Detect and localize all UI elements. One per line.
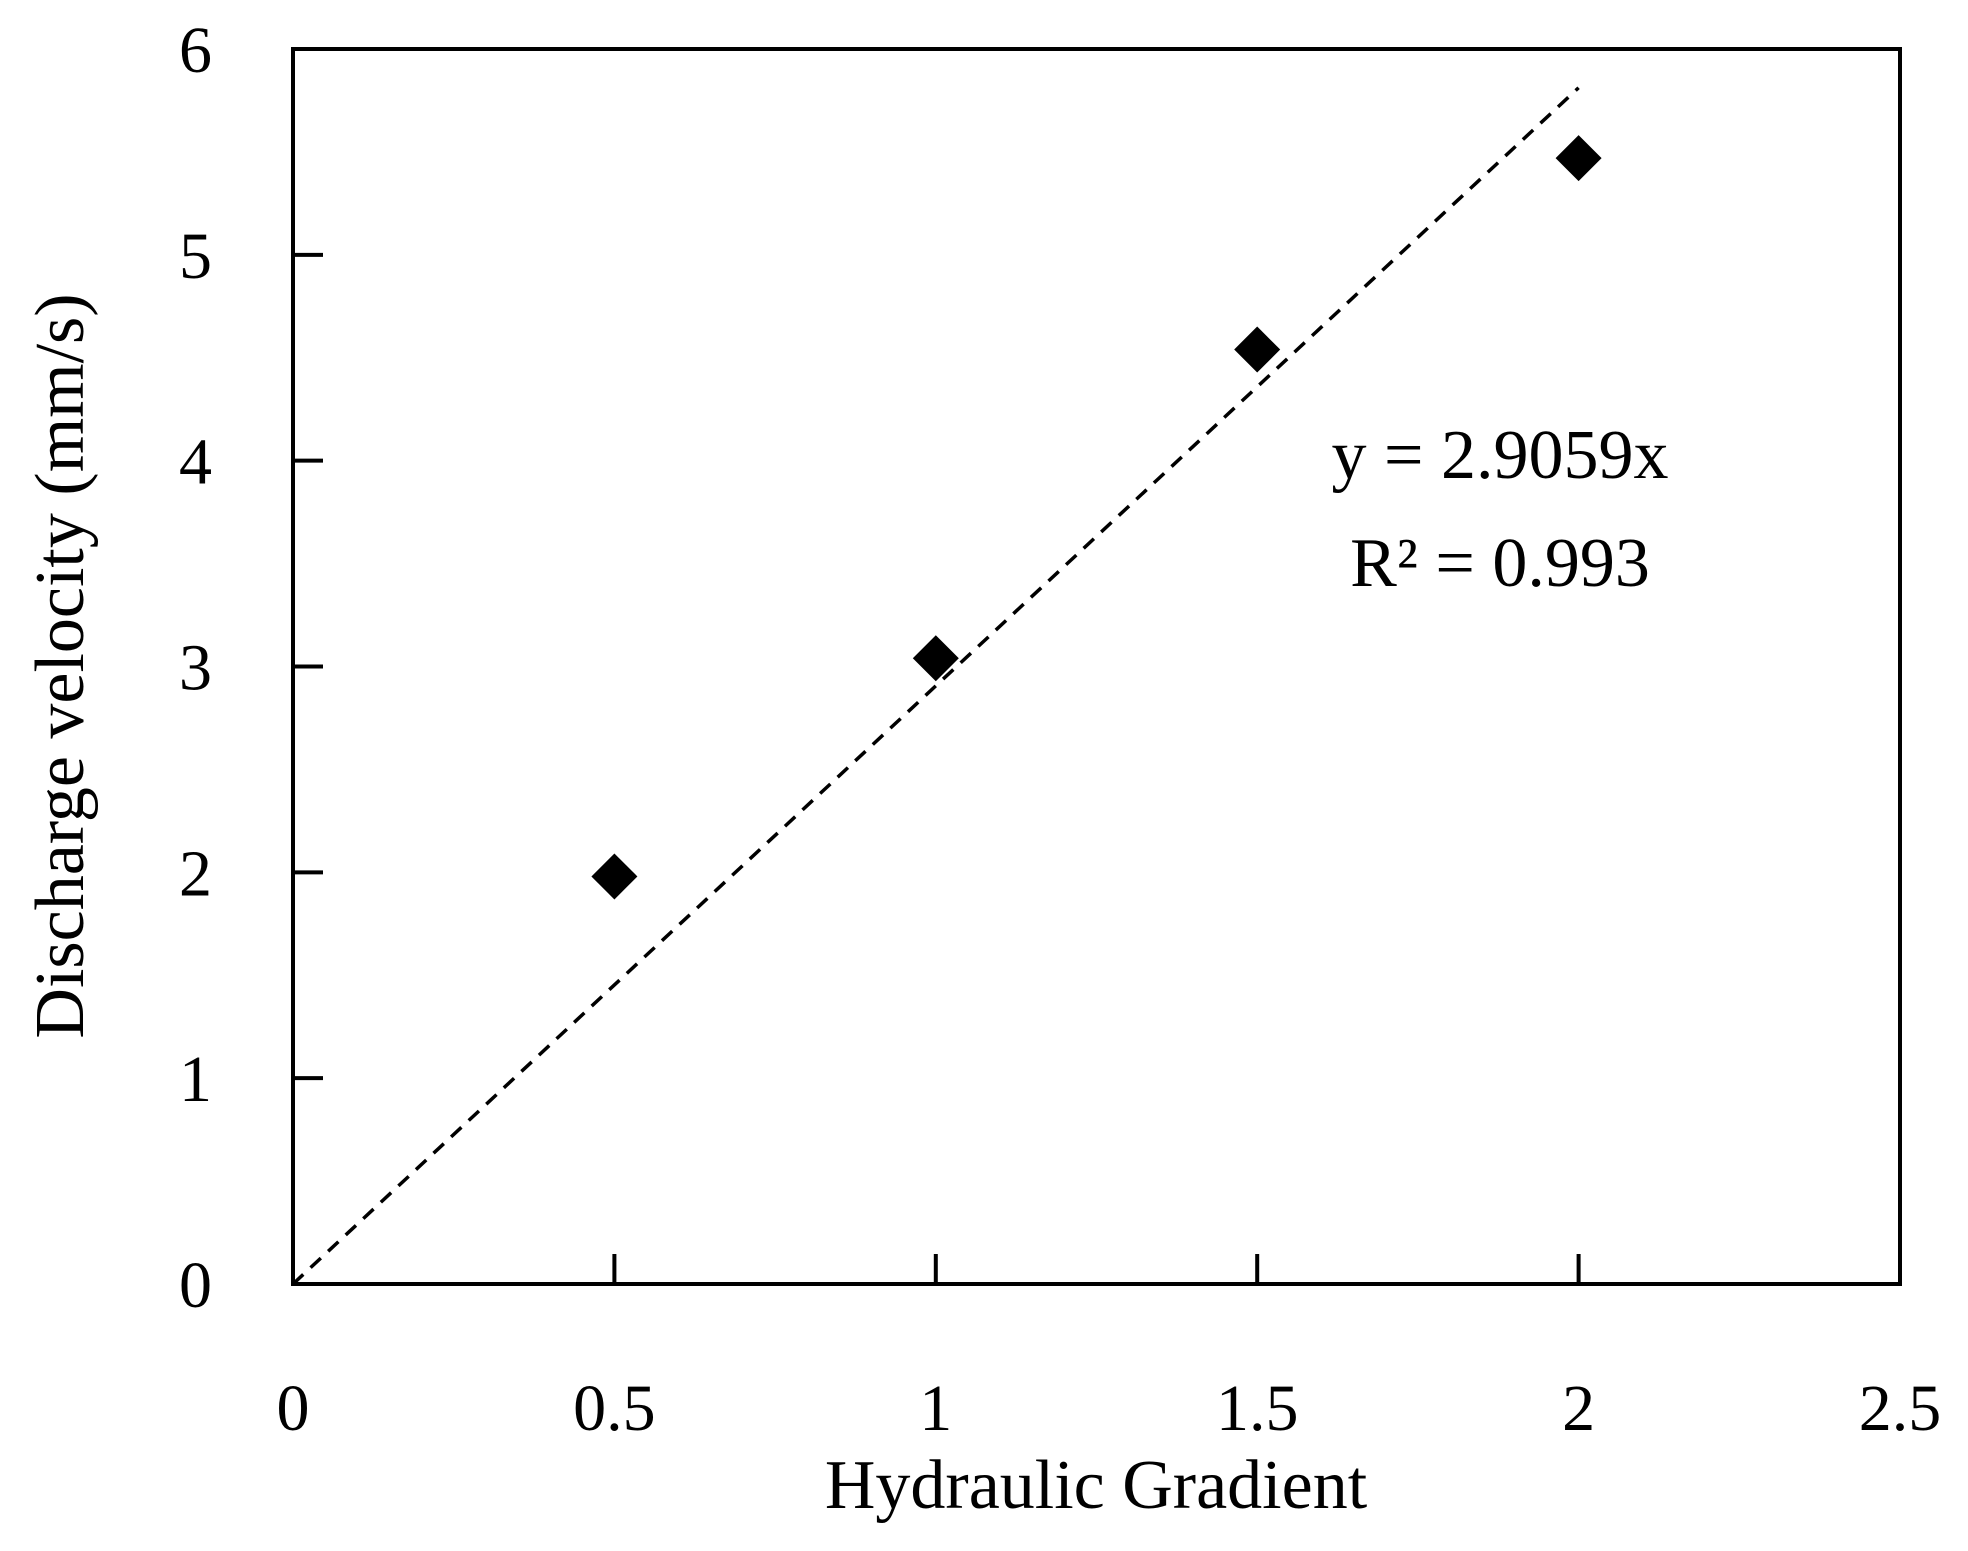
- x-tick-label: 1: [919, 1372, 952, 1445]
- data-point: [591, 853, 638, 900]
- x-tick-label: 2: [1562, 1372, 1595, 1445]
- y-axis-title: Discharge velocity (mm/s): [22, 293, 99, 1038]
- data-points: [591, 135, 1602, 900]
- y-tick-label: 3: [179, 632, 212, 705]
- data-point: [1555, 135, 1602, 182]
- trendline: [291, 86, 1580, 1286]
- trendline-equation: y = 2.9059x: [1332, 417, 1669, 494]
- plot-area-frame: [291, 47, 1902, 1286]
- x-tick-label: 1.5: [1216, 1372, 1299, 1445]
- x-tick-label: 0: [277, 1372, 310, 1445]
- x-axis-title: Hydraulic Gradient: [825, 1447, 1368, 1524]
- y-tick-label: 6: [179, 14, 212, 87]
- y-tick-label: 2: [179, 837, 212, 910]
- y-tick-label: 1: [179, 1043, 212, 1116]
- y-tick-label: 5: [179, 220, 212, 293]
- x-axis-ticks: 0 0.5 1 1.5 2 2.5: [277, 1254, 1942, 1445]
- y-tick-label: 4: [179, 426, 212, 499]
- x-tick-label: 2.5: [1859, 1372, 1942, 1445]
- data-point: [912, 635, 959, 682]
- r-squared-label: R² = 0.993: [1350, 525, 1650, 602]
- y-tick-label: 0: [179, 1249, 212, 1322]
- y-axis-ticks: 0 1 2 3 4 5 6: [179, 14, 323, 1322]
- data-point: [1234, 326, 1281, 373]
- x-tick-label: 0.5: [573, 1372, 656, 1445]
